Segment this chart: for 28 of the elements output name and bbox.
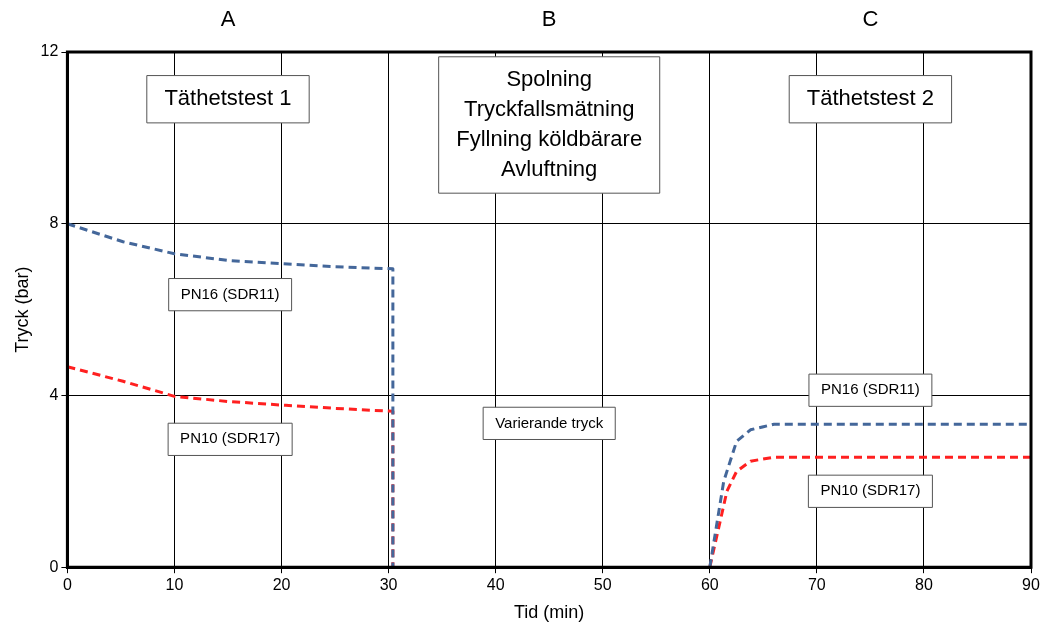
x-tick-label: 80 [915,576,933,594]
x-tick-label: 10 [165,576,184,594]
text: C [862,5,879,31]
x-tick-label: 30 [379,576,398,594]
x-tick-label: 70 [807,576,826,594]
annotation: Spolning Tryckfallsmätning Fyllning köldbärare Avluftning [456,66,643,181]
series-label: PN10 (SDR17) [820,481,921,499]
x-tick-label: 60 [700,576,719,594]
x-tick-label: 40 [486,576,505,594]
x-tick-label: 20 [272,576,291,594]
y-tick-label: 8 [49,214,59,232]
annotation: Täthetstest 2 [806,85,934,111]
y-tick-label: 12 [40,42,59,60]
annotation: Varierande tryck [495,413,604,431]
x-tick-label: 50 [593,576,612,594]
annotation: Täthetstest 1 [164,85,292,111]
line-series [67,222,395,568]
y-tick-label: 0 [49,557,59,575]
series-label: PN16 (SDR11) [820,380,920,398]
series-label: PN10 (SDR17) [180,429,281,447]
x-tick-label: 90 [1022,576,1040,594]
text: B [541,5,557,31]
y-tick-label: 4 [49,385,59,403]
x-tick-label: 0 [62,576,72,594]
text: A [220,5,236,31]
x-axis-title: Tid (min) [514,602,585,623]
series-label: PN16 (SDR11) [180,284,280,302]
y-axis-title: Tryck (bar) [11,266,32,353]
